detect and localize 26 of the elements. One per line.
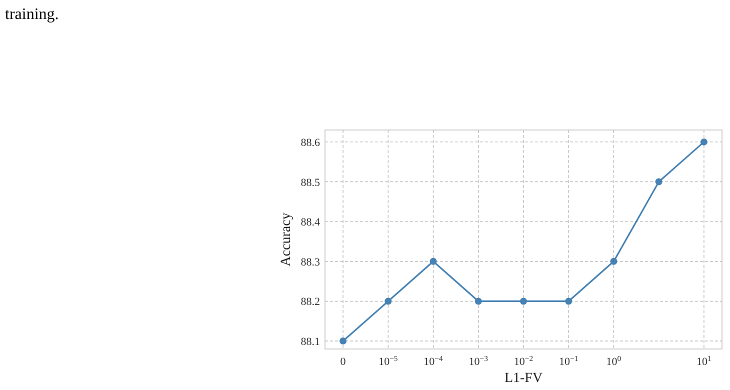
point [655,178,662,186]
y-axis-title: Accuracy [279,212,294,266]
y-tick-label: 88.4 [300,216,320,229]
x-tick-label: 10$^{−4}$ [424,354,444,368]
y-tick-label: 88.6 [300,136,320,149]
x-axis-title: L1-FV [504,371,543,386]
point [520,298,527,305]
point [700,138,708,146]
x-tick-label: 0 [340,356,346,368]
x-tick-label: 10$^{1}$ [696,354,712,368]
point [474,298,482,305]
x-tick-label: 10$^{−2}$ [514,354,534,368]
y-tick-label: 88.3 [300,256,320,268]
point [430,258,437,265]
y-tick-label: 88.5 [300,176,320,189]
y-tick-label: 88.2 [300,296,320,308]
text: training. [5,6,59,23]
x-tick-label: 10$^{0}$ [606,354,622,368]
x-tick-label: 10$^{−3}$ [468,354,488,368]
point [384,298,392,305]
point [340,338,347,345]
y-tick-label: 88.1 [300,336,320,348]
x-tick-label: 10$^{−1}$ [559,354,578,368]
point [565,298,572,305]
point [610,258,618,265]
x-tick-label: 10$^{−5}$ [378,354,398,368]
